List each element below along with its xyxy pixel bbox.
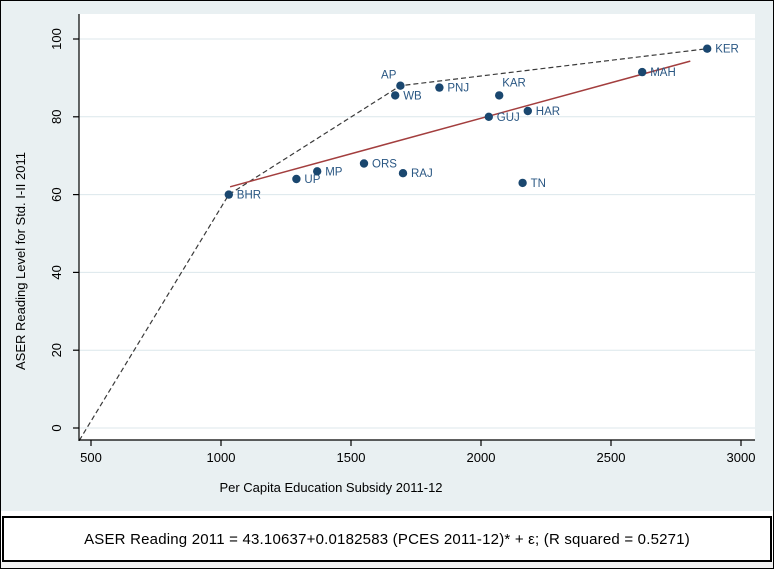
scatter-chart: 0 20 40 60 80 100 500 1000 1500 2000 2500 3000 ASER … [13, 14, 756, 495]
data-point-label-TN: TN [531, 178, 546, 190]
data-point-label-WB: WB [403, 90, 422, 102]
chart-area: 0 20 40 60 80 100 500 1000 1500 2000 2500 3000 ASER … [1, 1, 773, 511]
y-tick-label-20: 20 [49, 343, 64, 357]
data-point-label-BHR: BHR [237, 190, 261, 202]
data-point-label-HAR: HAR [536, 106, 560, 118]
data-point-WB [391, 91, 400, 100]
data-point-label-MAH: MAH [650, 67, 676, 79]
chart-caption-divider [1, 511, 773, 516]
data-point-MAH [638, 67, 647, 77]
y-tick-label-0: 0 [49, 424, 64, 431]
data-point-label-PNJ: PNJ [447, 83, 469, 95]
caption-box: ASER Reading 2011 = 43.10637+0.0182583 (… [2, 516, 772, 562]
x-tick-label-2500: 2500 [597, 450, 626, 465]
x-axis-title: Per Capita Education Subsidy 2011-12 [219, 480, 442, 495]
data-point-label-KER: KER [715, 44, 739, 56]
data-point-KER [703, 44, 712, 53]
x-tick-label-1500: 1500 [337, 450, 366, 465]
regression-equation-text: ASER Reading 2011 = 43.10637+0.0182583 (… [84, 530, 690, 548]
data-point-label-AP: AP [381, 70, 397, 82]
data-point-label-UP: UP [304, 174, 320, 186]
data-point-AP [396, 81, 405, 90]
plot-area [79, 14, 755, 440]
data-point-PNJ [435, 83, 444, 92]
data-point-label-ORS: ORS [372, 159, 397, 171]
bottom-strip [1, 562, 773, 568]
data-point-UP [292, 174, 301, 184]
data-point-RAJ [398, 169, 408, 178]
data-point-label-MP: MP [325, 166, 343, 178]
data-point-ORS [359, 159, 369, 168]
data-point-HAR [523, 106, 532, 116]
data-point-GUJ [484, 112, 493, 122]
data-point-label-KAR: KAR [502, 77, 526, 89]
y-tick-label-60: 60 [49, 187, 64, 201]
x-tick-label-500: 500 [80, 450, 102, 465]
x-tick-label-2000: 2000 [467, 450, 496, 465]
data-point-TN [518, 178, 527, 188]
x-tick-label-3000: 3000 [727, 450, 756, 465]
y-tick-label-40: 40 [49, 265, 64, 279]
data-point-label-RAJ: RAJ [411, 168, 433, 180]
data-point-label-GUJ: GUJ [497, 112, 520, 124]
y-tick-label-80: 80 [49, 110, 64, 124]
data-point-KAR [495, 91, 504, 100]
data-point-MP [313, 167, 322, 176]
data-point-BHR [224, 190, 233, 199]
y-axis-title: ASER Reading Level for Std. I-II 2011 [13, 152, 28, 370]
y-tick-label-100: 100 [49, 28, 64, 50]
regression-line [229, 60, 691, 188]
x-tick-label-1000: 1000 [207, 450, 236, 465]
